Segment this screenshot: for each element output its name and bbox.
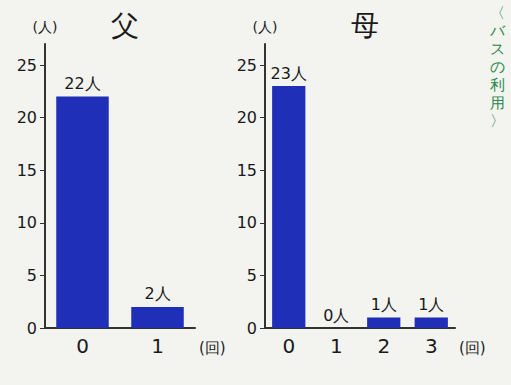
svg-text:母: 母: [351, 9, 379, 42]
svg-text:〉: 〉: [490, 112, 505, 130]
svg-text:0人: 0人: [323, 306, 349, 325]
svg-text:1人: 1人: [418, 295, 444, 314]
svg-text:(人): (人): [33, 19, 58, 35]
svg-text:バ: バ: [489, 22, 506, 40]
svg-text:15: 15: [237, 161, 257, 180]
svg-text:利: 利: [490, 76, 505, 94]
svg-text:10: 10: [237, 213, 257, 232]
svg-text:1: 1: [151, 334, 164, 358]
svg-text:0: 0: [282, 334, 295, 358]
svg-text:(回): (回): [459, 339, 486, 357]
svg-text:0: 0: [76, 334, 89, 358]
svg-text:23人: 23人: [271, 64, 307, 83]
svg-text:用: 用: [490, 94, 505, 112]
svg-text:0: 0: [27, 319, 37, 338]
svg-text:22人: 22人: [64, 74, 100, 93]
svg-text:3: 3: [425, 334, 438, 358]
svg-text:父: 父: [111, 9, 139, 42]
svg-text:20: 20: [237, 108, 257, 127]
svg-text:20: 20: [17, 108, 37, 127]
svg-text:(人): (人): [253, 19, 278, 35]
svg-text:ス: ス: [490, 40, 505, 58]
svg-text:2人: 2人: [144, 284, 170, 303]
svg-text:の: の: [490, 58, 505, 76]
svg-text:(回): (回): [199, 339, 226, 357]
svg-text:5: 5: [247, 266, 257, 285]
svg-text:0: 0: [247, 319, 257, 338]
svg-text:1人: 1人: [371, 295, 397, 314]
svg-text:15: 15: [17, 161, 37, 180]
svg-text:25: 25: [237, 56, 257, 75]
svg-text:25: 25: [17, 56, 37, 75]
svg-text:〈: 〈: [490, 4, 505, 22]
svg-text:5: 5: [27, 266, 37, 285]
svg-text:1: 1: [330, 334, 343, 358]
svg-text:2: 2: [377, 334, 390, 358]
svg-text:10: 10: [17, 213, 37, 232]
